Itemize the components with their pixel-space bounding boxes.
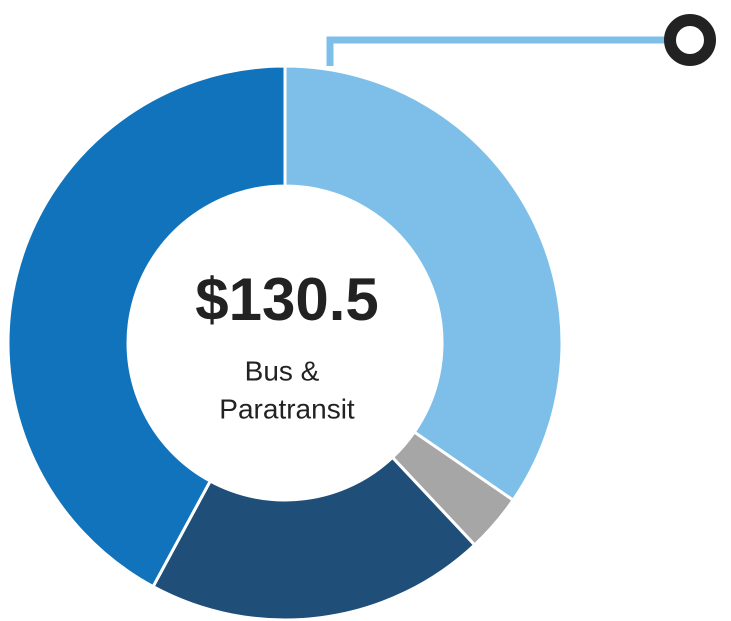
slice — [6, 64, 287, 589]
slices — [6, 64, 564, 621]
center-text: Bus & — [245, 355, 320, 386]
center-value: $130.5 — [195, 266, 379, 333]
callout-line — [326, 36, 690, 66]
slice — [283, 64, 564, 503]
callout-marker — [664, 14, 716, 66]
center-text: Paratransit — [219, 393, 355, 424]
slice — [151, 455, 477, 621]
